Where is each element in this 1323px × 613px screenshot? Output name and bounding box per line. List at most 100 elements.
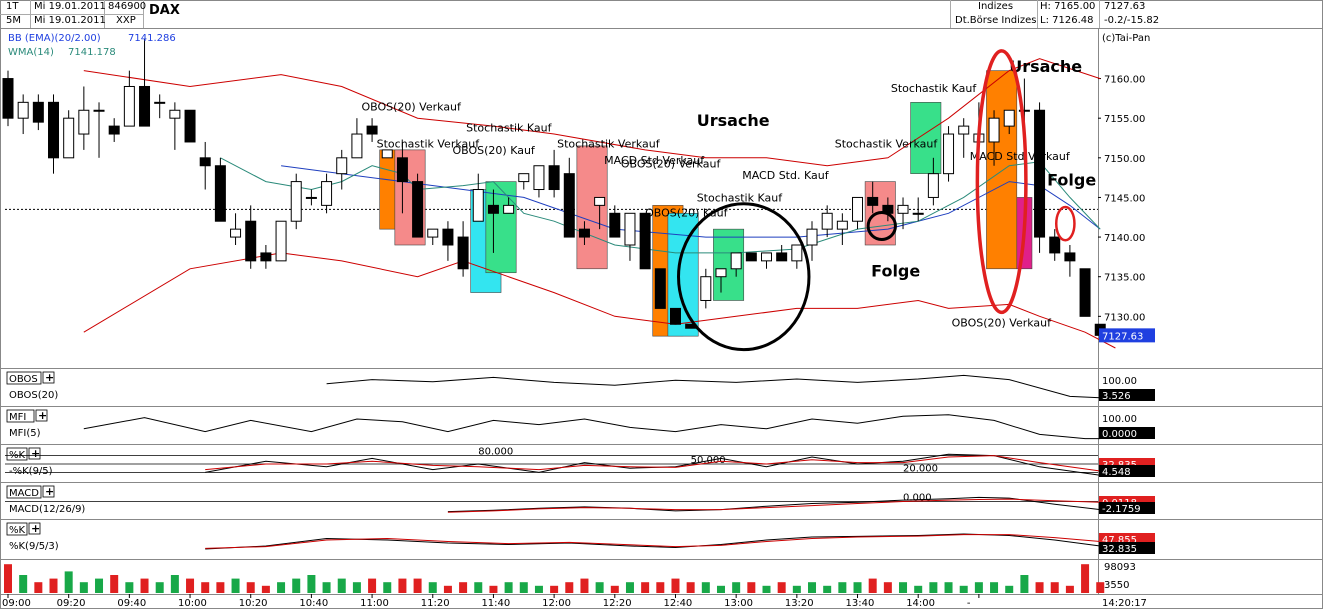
panel-value-bottom: -2.1759	[1102, 504, 1141, 515]
volume-bar	[292, 578, 301, 593]
volume-bar	[990, 582, 999, 593]
panel-mfi-line	[83, 414, 1101, 440]
candle-bear	[396, 157, 408, 183]
signal-box-green	[910, 102, 942, 174]
signal-annotation: MACD Std. Kauf	[742, 169, 829, 182]
panel-value-badge	[1099, 389, 1155, 401]
price-tick-label: 7155.00	[1104, 114, 1145, 125]
panel-stoch-line	[205, 455, 1101, 472]
volume-bar	[125, 582, 134, 593]
volume-bar	[49, 578, 58, 593]
candle-bull	[852, 196, 864, 222]
candle-bull	[761, 252, 772, 262]
candle-bear	[260, 252, 272, 262]
volume-bar	[747, 582, 756, 593]
volume-label-bottom: 3550	[1104, 580, 1129, 591]
candle-bull	[791, 244, 803, 262]
candle-bull	[336, 157, 348, 175]
volume-bar	[580, 578, 589, 593]
candle-bull	[230, 228, 242, 238]
panel-label: -%K(9/5)	[9, 466, 53, 477]
volume-bar	[4, 564, 12, 593]
candle-bull	[427, 228, 439, 238]
panel-expand-icon: +	[45, 485, 54, 498]
interval-bottom: 5M	[6, 15, 21, 26]
signal-box-orange	[986, 70, 1018, 270]
time-tick-label: 12:20	[603, 598, 632, 609]
volume-bar	[625, 582, 634, 593]
candle-bull	[958, 125, 970, 135]
volume-bar	[792, 585, 801, 593]
price-tick-label: 7145.00	[1104, 193, 1145, 204]
candle-bear	[108, 125, 120, 135]
panel-tag-box	[6, 371, 42, 385]
candle-bull	[730, 252, 742, 270]
panel-label: %K(9/5/3)	[9, 541, 59, 552]
volume-bar	[716, 585, 725, 593]
volume-bar	[1065, 585, 1074, 593]
volume-bar	[19, 575, 28, 593]
panel-macd-line	[447, 498, 1101, 513]
volume-bar	[459, 582, 468, 593]
candle-bull	[63, 117, 75, 159]
volume-bar	[671, 578, 680, 593]
panel-tag-box	[6, 485, 42, 499]
candle-bull	[1018, 109, 1030, 112]
volume-bar	[34, 582, 43, 593]
candle-bull	[1003, 109, 1015, 127]
volume-bar	[565, 582, 574, 593]
candle-bull	[17, 101, 29, 119]
volume-bar	[899, 582, 908, 593]
panel-tag: MACD	[9, 488, 39, 499]
panel-obos-line	[326, 374, 1101, 399]
time-tick-label: 09:40	[117, 598, 146, 609]
volume-bar	[428, 582, 437, 593]
candle-bear	[578, 228, 590, 238]
volume-bar	[1005, 585, 1014, 593]
volume-bar	[79, 582, 88, 593]
volume-bar	[595, 582, 604, 593]
signal-annotation: Stochastik Kauf	[466, 122, 552, 135]
panel-stoch-line	[205, 453, 1101, 476]
volume-bar	[868, 578, 877, 593]
candle-bull	[290, 181, 302, 222]
candle-bear	[214, 165, 226, 222]
panel-label: MACD(12/26/9)	[9, 504, 85, 515]
panel-value-bottom: 3.526	[1102, 391, 1131, 402]
volume-bar	[413, 578, 422, 593]
candle-bear	[654, 268, 666, 309]
price-change: -0.2/-15.82	[1104, 15, 1160, 26]
candle-bull	[594, 196, 606, 206]
copyright: (c)Tai-Pan	[1102, 33, 1151, 44]
panel-expand-button	[42, 371, 55, 384]
candle-bear	[442, 228, 454, 246]
price-tick-label: 7135.00	[1104, 273, 1145, 284]
annotation-label-bold: Folge	[1047, 171, 1096, 190]
exchange: Dt.Börse Indizes	[955, 15, 1037, 26]
candle-bear	[366, 125, 378, 135]
panel-expand-button	[28, 522, 41, 535]
volume-bar	[974, 582, 983, 593]
candle-bull	[93, 109, 105, 112]
volume-bar	[261, 585, 270, 593]
candle-bull	[806, 228, 818, 246]
highlight-ellipse	[975, 49, 1028, 315]
candle-bear	[745, 252, 757, 262]
time-tick-label: 10:00	[178, 598, 207, 609]
volume-bar	[823, 585, 832, 593]
panel-value-badge	[1099, 502, 1155, 514]
signal-annotation: OBOS(20) Verkauf	[621, 157, 722, 170]
highlight-ellipse	[677, 202, 811, 352]
candle-bull	[897, 204, 909, 214]
candle-bull	[503, 204, 515, 214]
candle-bull	[472, 189, 484, 222]
panel-expand-icon: +	[31, 447, 40, 460]
panel-expand-button	[35, 409, 48, 422]
volume-bar	[443, 585, 452, 593]
volume-bar	[246, 582, 255, 593]
signal-annotation: Stochastik Verkauf	[557, 138, 661, 151]
signal-annotation: MACD Std Verkauf	[970, 150, 1071, 163]
candle-bull	[821, 212, 833, 230]
